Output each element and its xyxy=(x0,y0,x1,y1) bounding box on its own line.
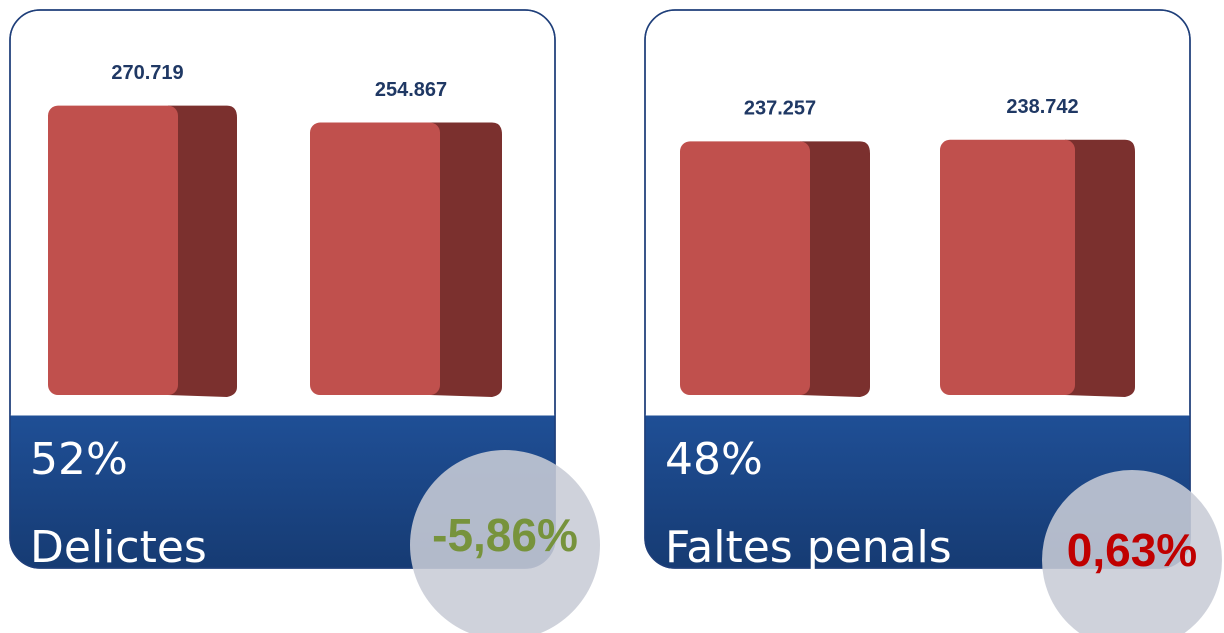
category-name: Faltes penals xyxy=(665,522,952,573)
category-name: Delictes xyxy=(30,522,207,573)
bar xyxy=(940,139,1075,395)
share-label: 52% xyxy=(30,434,128,485)
panel-outline xyxy=(9,9,556,569)
bar-side xyxy=(800,141,870,397)
bar-side xyxy=(168,105,237,398)
panel: 270.719 254.867 52% Delictes -5,86% xyxy=(9,9,600,633)
bar xyxy=(48,105,178,396)
value-label: 238.742 xyxy=(1006,96,1078,118)
change-circle xyxy=(410,450,600,633)
change-label: -5,86% xyxy=(432,509,578,561)
bar xyxy=(310,122,440,395)
change-circle xyxy=(1042,470,1222,633)
bar xyxy=(680,141,810,395)
bar-side xyxy=(1065,139,1135,397)
value-label: 254.867 xyxy=(375,79,447,101)
panel-outline xyxy=(644,9,1191,569)
value-label: 237.257 xyxy=(744,98,816,120)
change-label: 0,63% xyxy=(1067,524,1197,576)
share-label: 48% xyxy=(665,434,763,485)
bar-side xyxy=(430,122,502,397)
value-label: 270.719 xyxy=(111,62,183,84)
panel: 237.257 238.742 48% Faltes penals 0,63% xyxy=(644,9,1222,633)
